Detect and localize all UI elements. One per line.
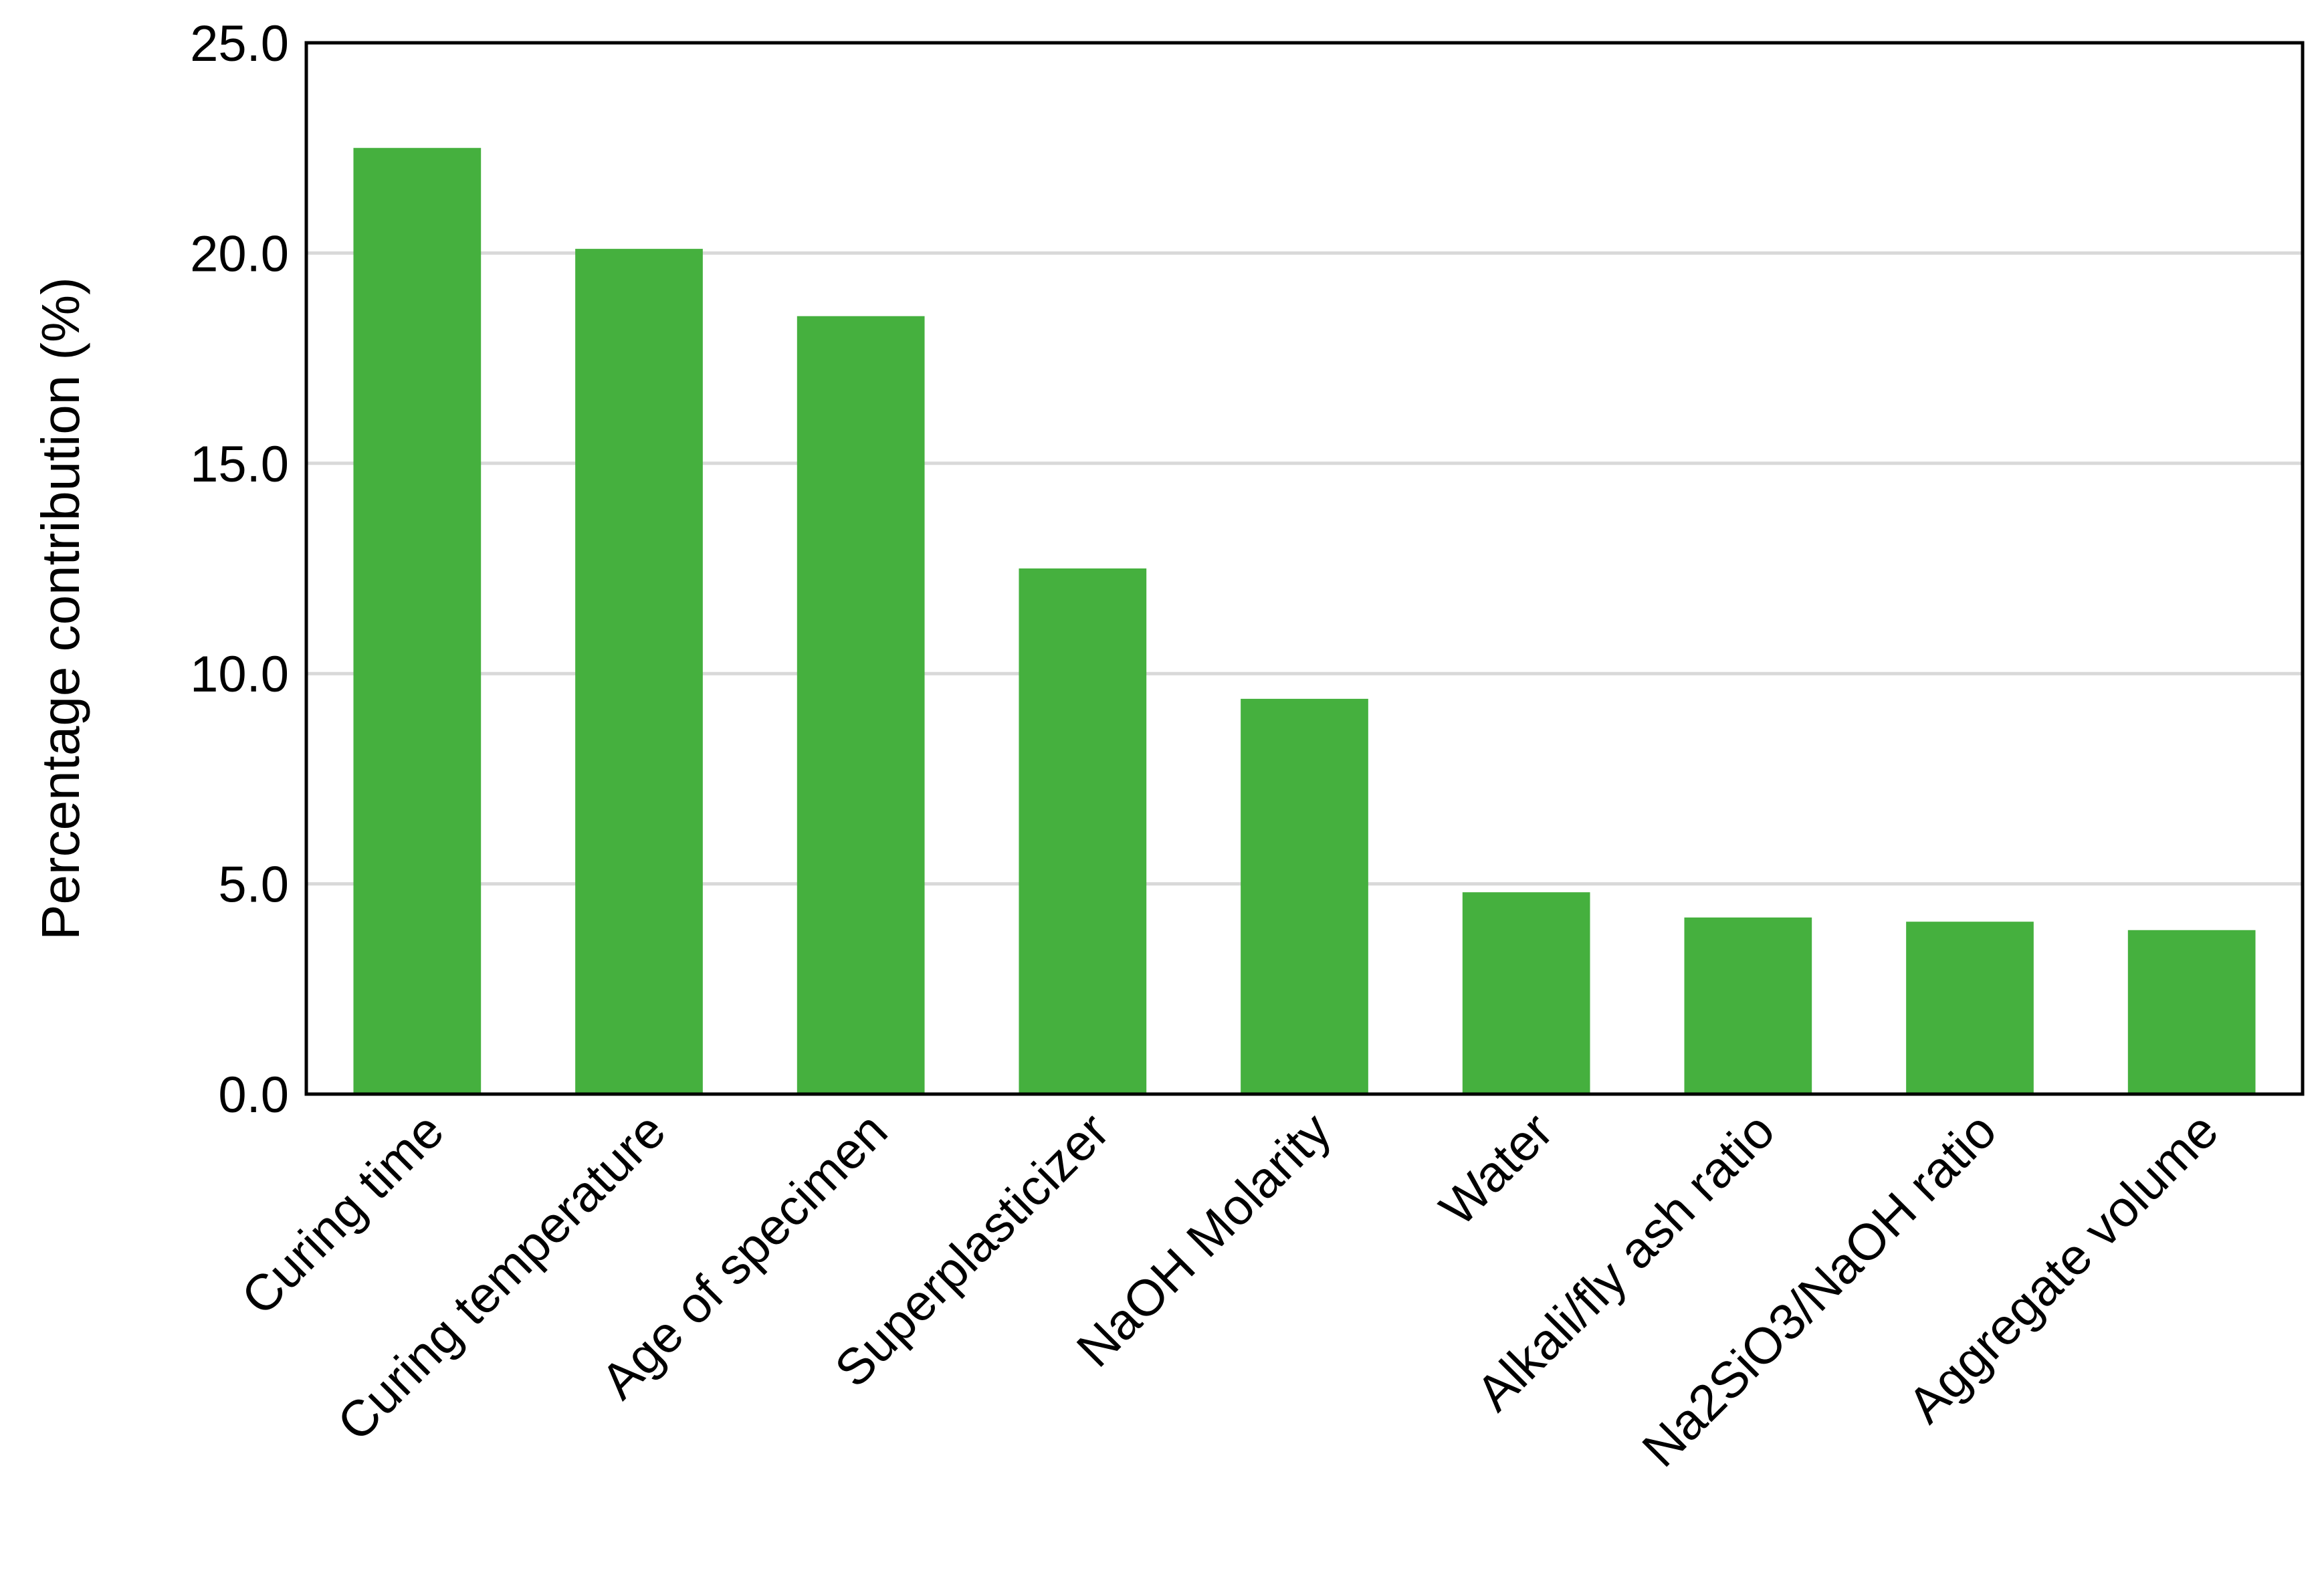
bar (2127, 930, 2256, 1094)
y-axis-title: Percentage contribution (%) (31, 277, 90, 940)
bar (1019, 568, 1147, 1094)
y-tick-label: 15.0 (190, 436, 289, 493)
x-category-label: Water (1429, 1102, 1564, 1237)
y-tick-label: 25.0 (190, 15, 289, 72)
plot-area-frame (304, 41, 2305, 1096)
y-tick-label: 5.0 (218, 857, 289, 914)
bar (797, 316, 925, 1095)
bar (353, 148, 482, 1095)
bars (353, 148, 2256, 1095)
y-tick-label: 10.0 (190, 646, 289, 703)
bar (1241, 698, 1368, 1094)
bar (1906, 922, 2034, 1094)
bar (1462, 892, 1590, 1094)
y-tick-label: 0.0 (218, 1067, 289, 1124)
y-tick-label: 20.0 (190, 225, 289, 282)
bar (1684, 917, 1812, 1094)
bar (575, 249, 703, 1094)
y-axis-tick-labels: 0.0 5.0 10.0 15.0 20.0 25.0 (190, 15, 289, 1124)
x-category-label: Curing time (231, 1102, 455, 1326)
x-category-label: Na2SiO3/NaOH ratio (1632, 1102, 2008, 1478)
